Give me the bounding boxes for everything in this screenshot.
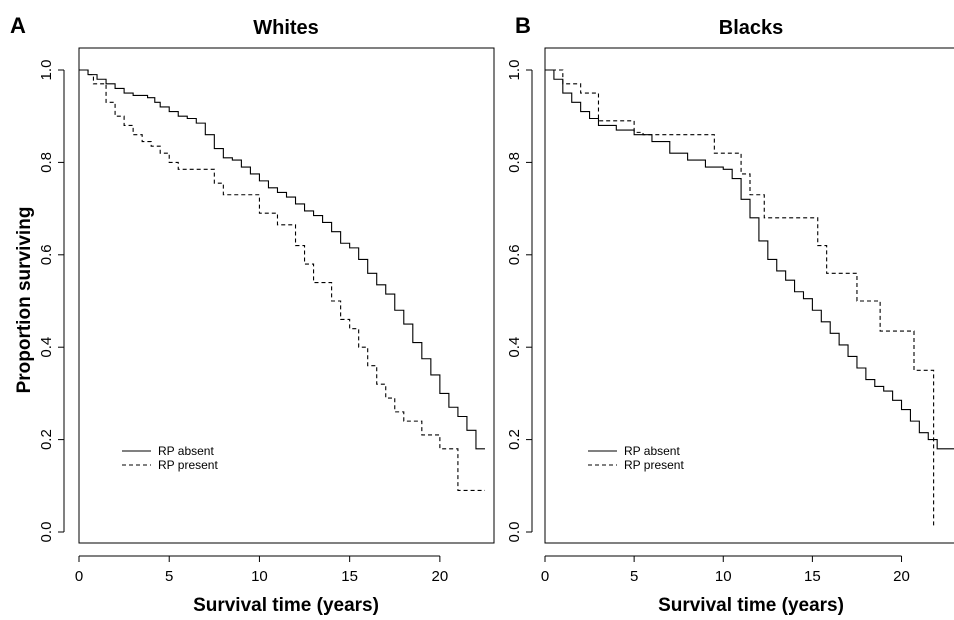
legend-label: RP present [158, 458, 218, 472]
panel-title: Whites [253, 17, 319, 39]
x-axis: 0 5 10 15 20 [541, 555, 910, 585]
y-tick-label: 0.2 [506, 429, 523, 450]
series-group [79, 69, 485, 491]
legend-label: RP present [624, 458, 684, 472]
x-tick-label: 15 [341, 568, 358, 585]
series-rp-present [79, 69, 485, 491]
x-tick-label: 10 [251, 568, 268, 585]
y-axis: 0.0 0.2 0.4 0.6 0.8 1.0 [506, 60, 533, 543]
y-tick-label: 0.0 [506, 522, 523, 543]
y-tick-label: 0.8 [38, 152, 55, 173]
x-tick-label: 5 [165, 568, 173, 585]
panel-title: Blacks [719, 17, 784, 39]
y-tick-label: 0.6 [38, 244, 55, 265]
y-tick-label: 0.2 [38, 429, 55, 450]
x-tick-label: 20 [893, 568, 910, 585]
x-tick-label: 0 [75, 568, 83, 585]
y-tick-label: 0.4 [38, 337, 55, 358]
y-axis-title: Proportion surviving [14, 207, 35, 394]
y-tick-label: 0.0 [38, 522, 55, 543]
x-axis-title: Survival time (years) [658, 595, 844, 616]
y-tick-label: 1.0 [506, 60, 523, 81]
panel-blacks: B Blacks 0 5 10 15 20 0.0 0.2 0.4 0.6 0.8 1.0 RP … [506, 13, 954, 616]
x-axis: 0 5 10 15 20 [75, 555, 449, 585]
y-tick-label: 0.8 [506, 152, 523, 173]
series-rp-absent [79, 69, 485, 450]
x-tick-label: 0 [541, 568, 549, 585]
plot-frame [78, 47, 495, 544]
series-rp-absent [545, 69, 954, 450]
legend-label: RP absent [158, 444, 214, 458]
x-tick-label: 10 [715, 568, 732, 585]
y-tick-label: 0.6 [506, 244, 523, 265]
y-tick-label: 0.4 [506, 337, 523, 358]
y-tick-label: 1.0 [38, 60, 55, 81]
legend-label: RP absent [624, 444, 680, 458]
panel-letter: B [515, 13, 531, 38]
x-tick-label: 20 [432, 568, 449, 585]
x-tick-label: 5 [630, 568, 638, 585]
series-group [545, 69, 954, 528]
y-axis: 0.0 0.2 0.4 0.6 0.8 1.0 [38, 60, 65, 543]
x-tick-label: 15 [804, 568, 821, 585]
panel-whites: A Whites 0 5 10 15 20 0.0 0.2 0.4 0.6 0.8 1.0 RP … [10, 13, 495, 616]
x-axis-title: Survival time (years) [193, 595, 379, 616]
plot-frame [544, 47, 954, 544]
panel-letter: A [10, 13, 26, 38]
series-rp-present [545, 69, 935, 528]
